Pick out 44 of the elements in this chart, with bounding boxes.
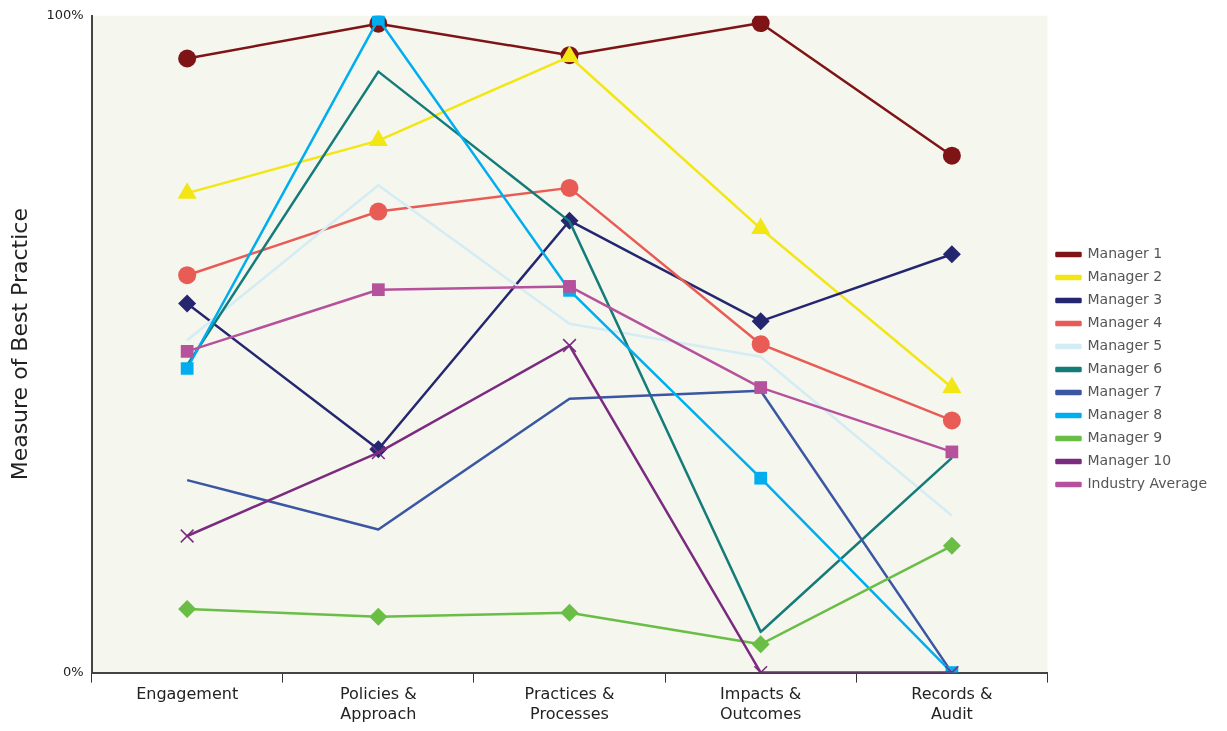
x-tick-label: Impacts & Outcomes xyxy=(720,684,802,723)
point xyxy=(178,294,197,313)
point xyxy=(369,202,388,221)
point xyxy=(942,411,961,430)
legend-label: Manager 8 xyxy=(1087,406,1163,423)
x-tick-label: Records & Audit xyxy=(911,684,993,723)
point xyxy=(369,607,388,626)
legend-label: Manager 10 xyxy=(1087,452,1172,469)
legend-label: Manager 9 xyxy=(1087,429,1163,446)
point xyxy=(371,445,386,460)
point xyxy=(560,603,579,622)
point xyxy=(751,312,770,331)
legend-label: Manager 6 xyxy=(1087,360,1163,377)
point xyxy=(178,266,197,285)
y-tick-label: 100% xyxy=(46,7,84,23)
point xyxy=(180,345,194,358)
y-axis-title: Measure of Best Practice xyxy=(6,208,32,481)
point xyxy=(178,49,197,68)
y-tick-label: 0% xyxy=(62,663,84,679)
point xyxy=(942,146,961,165)
point xyxy=(178,599,197,618)
legend-label: Manager 1 xyxy=(1087,245,1163,262)
legend-label: Manager 2 xyxy=(1087,268,1163,285)
point xyxy=(180,362,194,375)
point xyxy=(371,283,385,297)
legend-label: Manager 7 xyxy=(1087,383,1163,400)
legend-label: Manager 4 xyxy=(1087,314,1163,331)
legend-label: Industry Average xyxy=(1087,475,1207,492)
point xyxy=(180,528,195,544)
legend-label: Manager 3 xyxy=(1087,291,1163,308)
x-tick-label: Practices & Processes xyxy=(524,684,615,723)
point xyxy=(751,335,770,354)
point xyxy=(942,245,961,264)
point xyxy=(942,536,961,555)
point xyxy=(751,15,770,33)
legend-label: Manager 5 xyxy=(1087,337,1163,354)
point xyxy=(754,381,768,394)
x-tick-label: Policies & Approach xyxy=(339,684,417,723)
x-tick-label: Engagement xyxy=(136,684,239,704)
point xyxy=(562,338,577,353)
point xyxy=(560,178,579,197)
point xyxy=(563,280,576,293)
point xyxy=(754,471,768,485)
point xyxy=(751,635,770,654)
